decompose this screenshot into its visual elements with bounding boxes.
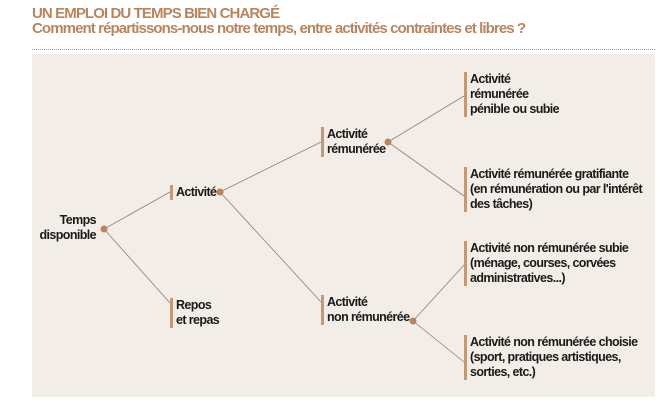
node-line: Activité non rémunérée subie (470, 241, 629, 255)
node-temps-disponible: Temps disponible (39, 213, 96, 243)
node-line: et repas (176, 313, 220, 327)
node-line: des tâches) (470, 197, 533, 211)
title: UN EMPLOI DU TEMPS BIEN CHARGÉ (32, 5, 280, 22)
node-line: rémunérée (327, 142, 386, 156)
node-line: Activité non rémunérée choisie (470, 335, 638, 349)
node-line: Activité (470, 72, 511, 86)
divider (32, 49, 655, 50)
node-line: (en rémunération ou par l'intérêt (470, 182, 643, 196)
leaf-remuneree-gratifiante: Activité rémunérée gratifiante (en rémun… (464, 167, 643, 212)
node-dot-activite (216, 188, 224, 196)
node-dot-root (100, 225, 108, 233)
node-dot-remuneree (384, 138, 392, 146)
edge-nonremuneree-leaf4 (412, 320, 465, 363)
node-line: Temps (59, 213, 97, 227)
edge-activite-remuneree (219, 141, 322, 193)
edge-nonremuneree-leaf3 (412, 264, 465, 322)
node-line: pénible ou subie (470, 102, 560, 116)
node-activite-non-remuneree: Activité non rémunérée (321, 295, 410, 325)
node-line: Repos (176, 298, 212, 312)
node-line: Activité rémunérée gratifiante (470, 167, 629, 181)
diagram-panel (32, 54, 655, 397)
node-activite: Activité (170, 185, 217, 200)
leaf-non-remuneree-choisie: Activité non rémunérée choisie (sport, p… (464, 335, 638, 380)
edge-remuneree-leaf1 (387, 95, 465, 143)
subtitle: Comment répartissons-nous notre temps, e… (32, 20, 526, 37)
node-line: non rémunérée (327, 310, 410, 324)
node-activite-remuneree: Activité rémunérée (321, 127, 386, 157)
edge-root-repos (103, 228, 171, 304)
node-line: sorties, etc.) (470, 365, 536, 379)
node-line: disponible (39, 228, 96, 242)
leaf-non-remuneree-subie: Activité non rémunérée subie (ménage, co… (464, 241, 629, 286)
node-line: Activité (327, 295, 368, 309)
node-line: (ménage, courses, corvées (470, 256, 616, 270)
node-line: Activité (176, 185, 217, 199)
node-line: Activité (327, 127, 368, 141)
edge-remuneree-leaf2 (387, 141, 465, 197)
node-line: (sport, pratiques artistiques, (470, 350, 621, 364)
edge-root-activite (103, 191, 171, 230)
node-dot-nonremuneree (409, 317, 417, 325)
node-line: rémunérée (470, 87, 529, 101)
node-line: administratives...) (470, 271, 565, 285)
leaf-remuneree-penible: Activité rémunérée pénible ou subie (464, 72, 560, 117)
edge-activite-nonremuneree (219, 191, 322, 303)
node-repos: Repos et repas (170, 298, 220, 328)
